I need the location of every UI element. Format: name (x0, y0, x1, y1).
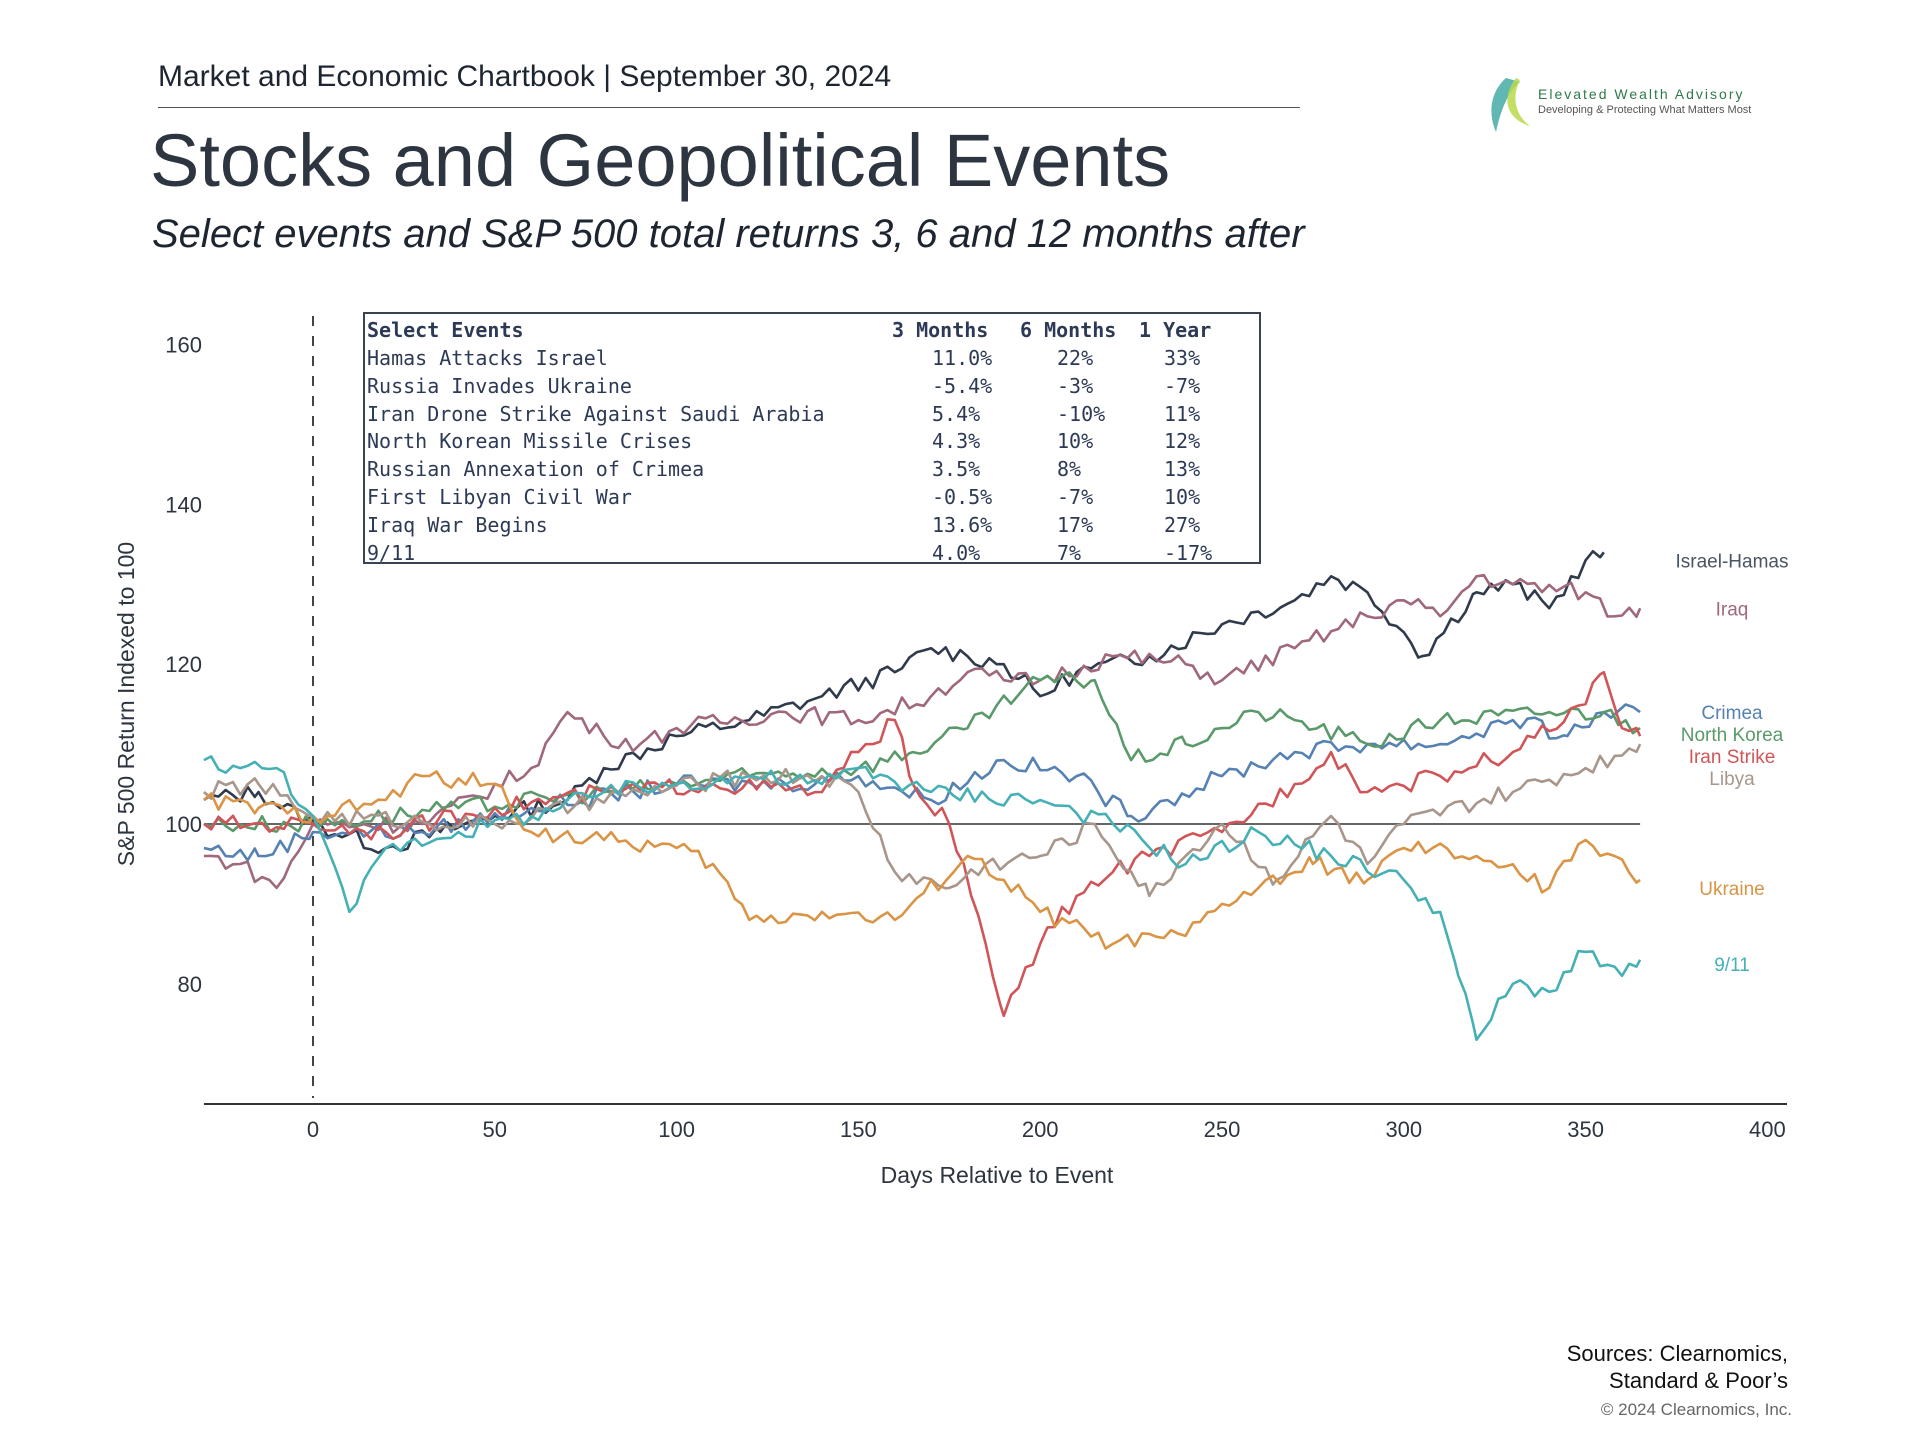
sources-line-2: Standard & Poor’s (1609, 1368, 1788, 1393)
y-tick-label: 80 (178, 972, 202, 997)
return-3-months: -0.5% (932, 485, 993, 509)
sources-line-1: Sources: Clearnomics, (1566, 1341, 1788, 1366)
y-tick-label: 140 (165, 492, 202, 517)
return-1-year: 13% (1164, 457, 1201, 482)
return-6-months: -7% (1057, 485, 1094, 509)
series-end-label: Ukraine (1699, 879, 1764, 900)
x-tick-label: 0 (307, 1117, 319, 1142)
header-1-year: 1 Year (1139, 318, 1212, 342)
header-events: Select Events (367, 318, 524, 342)
event-name: Russian Annexation of Crimea (367, 457, 705, 482)
return-1-year: 10% (1164, 485, 1201, 509)
x-tick-label: 100 (658, 1117, 695, 1142)
x-tick-label: 400 (1749, 1117, 1786, 1142)
series-end-label: Iraq (1716, 599, 1749, 620)
series-line-north-korea (203, 671, 1641, 833)
series-end-label: 9/11 (1714, 955, 1750, 976)
return-3-months: 5.4% (932, 401, 981, 426)
return-3-months: 4.3% (932, 429, 981, 454)
x-tick-label: 200 (1022, 1117, 1059, 1142)
series-line-iran-strike (203, 670, 1642, 1018)
x-axis-label: Days Relative to Event (881, 1162, 1114, 1188)
y-tick-label: 160 (165, 333, 202, 358)
events-returns-table: Select Events 3 Months 6 Months 1 Year H… (363, 312, 1261, 565)
return-1-year: 11% (1164, 401, 1201, 426)
x-tick-label: 250 (1204, 1117, 1241, 1142)
logo-leaf-icon (1491, 78, 1530, 132)
event-name: Iran Drone Strike Against Saudi Arabia (367, 401, 825, 426)
y-axis-label: S&P 500 Return Indexed to 100 (113, 542, 139, 866)
copyright: © 2024 Clearnomics, Inc. (1600, 1400, 1792, 1419)
event-name: Iraq War Begins (367, 512, 548, 537)
page-subtitle: Select events and S&P 500 total returns … (152, 212, 1305, 256)
series-end-label: Crimea (1701, 703, 1763, 724)
x-tick-label: 300 (1385, 1117, 1422, 1142)
series-end-label: Iran Strike (1689, 747, 1776, 768)
company-logo: Elevated Wealth Advisory Developing & Pr… (1486, 74, 1786, 136)
series-line-iraq (203, 573, 1642, 890)
return-6-months: 10% (1057, 429, 1094, 454)
y-tick-label: 120 (165, 652, 202, 677)
series-end-label: Libya (1709, 769, 1755, 790)
event-name: 9/11 (367, 540, 416, 565)
series-line-libya (203, 743, 1642, 898)
return-1-year: 27% (1164, 512, 1201, 537)
return-1-year: 12% (1164, 429, 1201, 454)
chartbook-header: Market and Economic Chartbook | Septembe… (158, 60, 892, 93)
return-6-months: 17% (1057, 512, 1094, 537)
return-6-months: 22% (1057, 346, 1094, 370)
return-6-months: -10% (1057, 401, 1106, 426)
header-divider (158, 107, 1300, 108)
x-tick-label: 350 (1567, 1117, 1604, 1142)
page-title: Stocks and Geopolitical Events (150, 119, 1171, 202)
x-tick-label: 50 (483, 1117, 507, 1142)
header-3-months: 3 Months (892, 318, 989, 342)
series-line-crimea (203, 703, 1641, 862)
series-end-label: Israel-Hamas (1676, 551, 1789, 572)
event-name: Hamas Attacks Israel (367, 346, 608, 370)
return-1-year: -7% (1164, 373, 1201, 398)
return-3-months: 4.0% (932, 540, 981, 565)
sources-note: Sources: Clearnomics, Standard & Poor’s (1567, 1340, 1788, 1394)
x-tick-label: 150 (840, 1117, 877, 1142)
return-3-months: -5.4% (932, 373, 993, 398)
logo-name: Elevated Wealth Advisory (1538, 86, 1745, 102)
return-3-months: 11.0% (932, 346, 993, 370)
return-6-months: 8% (1057, 457, 1082, 482)
header-6-months: 6 Months (1020, 318, 1117, 342)
return-3-months: 3.5% (932, 457, 981, 482)
event-name: Russia Invades Ukraine (367, 373, 632, 398)
series-line-ukraine (203, 770, 1641, 950)
return-3-months: 13.6% (932, 512, 993, 537)
series-line-9-11 (203, 755, 1642, 1041)
event-name: First Libyan Civil War (367, 485, 632, 509)
return-1-year: 33% (1164, 346, 1201, 370)
return-6-months: 7% (1057, 540, 1082, 565)
y-tick-label: 100 (165, 812, 202, 837)
return-1-year: -17% (1164, 540, 1213, 565)
logo-tagline: Developing & Protecting What Matters Mos… (1538, 104, 1752, 116)
return-6-months: -3% (1057, 373, 1094, 398)
series-end-label: North Korea (1681, 725, 1784, 746)
event-name: North Korean Missile Crises (367, 429, 693, 454)
